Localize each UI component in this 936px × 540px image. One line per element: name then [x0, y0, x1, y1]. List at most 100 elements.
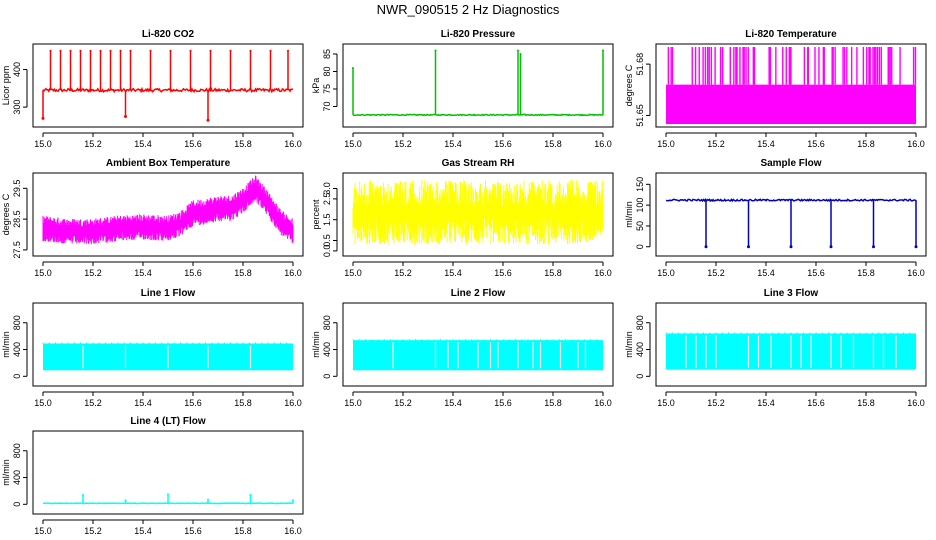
- x-tick-label: 15.2: [84, 526, 102, 536]
- data-series: [665, 198, 918, 249]
- data-point: [249, 49, 252, 52]
- y-axis: 0 400 800: [635, 315, 651, 379]
- data-point: [704, 245, 708, 249]
- x-tick-label: 15.2: [707, 398, 725, 408]
- y-tick-label: 800: [635, 315, 645, 330]
- y-tick-label: 1.5: [322, 213, 332, 226]
- y-axis: 0 400 800: [322, 315, 338, 379]
- data-point: [269, 49, 272, 52]
- chart-title: Line 4 (LT) Flow: [130, 416, 206, 427]
- x-tick-label: 16.0: [594, 268, 612, 278]
- x-tick-label: 16.0: [594, 398, 612, 408]
- y-axis: 300 400: [12, 62, 28, 115]
- x-tick-label: 16.0: [594, 139, 612, 149]
- x-tick-label: 15.8: [234, 398, 252, 408]
- x-axis: 15.0 15.2 15.4 15.6 15.8 16.0: [344, 132, 612, 149]
- chart-panel-6: Sample Flow ml/min 15.0 15.2 15.4 15.6 15.8 16.…: [624, 158, 927, 278]
- y-tick-label: 400: [635, 342, 645, 357]
- data-point: [872, 245, 875, 249]
- y-tick-label: 85: [322, 49, 332, 59]
- x-tick-label: 15.0: [657, 139, 675, 149]
- plot-frame: [32, 430, 304, 515]
- data-point: [517, 49, 519, 52]
- x-tick-label: 15.6: [807, 268, 825, 278]
- data-series: [41, 49, 294, 122]
- plot-frame: [655, 302, 927, 387]
- y-tick-label: 400: [12, 62, 22, 77]
- plot-frame: [342, 43, 614, 128]
- x-tick-label: 15.0: [657, 268, 675, 278]
- x-tick-label: 15.8: [857, 398, 875, 408]
- y-axis-label: ml/min: [624, 331, 634, 358]
- data-point: [207, 498, 209, 501]
- y-tick-label: 28.5: [12, 210, 22, 228]
- y-tick-label: 0: [12, 374, 22, 379]
- plot-frame: [655, 43, 927, 128]
- data-point: [109, 49, 112, 52]
- x-tick-label: 15.2: [394, 268, 412, 278]
- data-series: [666, 47, 917, 124]
- y-tick-label: 800: [12, 315, 22, 330]
- plot-frame: [342, 302, 614, 387]
- y-tick-label: 0.0: [322, 245, 332, 258]
- data-point: [82, 493, 84, 496]
- y-tick-label: 3.0: [322, 182, 332, 195]
- x-axis: 15.0 15.2 15.4 15.6 15.8 16.0: [34, 391, 302, 408]
- x-tick-label: 16.0: [284, 398, 302, 408]
- y-axis: 0.00.5 1.5 2.53.0: [322, 182, 338, 258]
- x-tick-label: 15.6: [494, 139, 512, 149]
- y-axis: 27.5 28.5 29.5: [12, 180, 28, 259]
- x-tick-label: 15.8: [857, 139, 875, 149]
- y-tick-label: 800: [322, 315, 332, 330]
- x-tick-label: 15.4: [757, 268, 775, 278]
- data-point: [602, 49, 604, 52]
- chart-panel-7: Line 1 Flow ml/min 15.0 15.2 15.4 15.6 15.8 16.…: [1, 288, 304, 408]
- plot-frame: [342, 172, 614, 257]
- x-tick-label: 16.0: [284, 526, 302, 536]
- y-axis-label: degrees C: [624, 64, 634, 106]
- y-tick-label: 51.68: [635, 53, 645, 76]
- data-point: [209, 49, 212, 52]
- data-point: [287, 49, 289, 52]
- x-tick-label: 15.2: [84, 268, 102, 278]
- chart-title: Li-820 CO2: [142, 29, 195, 40]
- x-tick-label: 15.6: [184, 398, 202, 408]
- y-axis: 0 400 800: [12, 315, 28, 379]
- y-axis-label: ml/min: [311, 331, 321, 358]
- x-tick-label: 15.8: [234, 139, 252, 149]
- chart-panel-5: Gas Stream RH percent 15.0 15.2 15.4 15.6 15.8…: [311, 158, 614, 278]
- x-tick-label: 15.8: [544, 268, 562, 278]
- x-tick-label: 16.0: [907, 398, 925, 408]
- x-tick-label: 16.0: [907, 268, 925, 278]
- x-tick-label: 15.0: [34, 268, 52, 278]
- x-tick-label: 15.4: [757, 398, 775, 408]
- chart-title: Line 3 Flow: [764, 288, 819, 299]
- x-tick-label: 15.8: [234, 526, 252, 536]
- x-axis: 15.0 15.2 15.4 15.6 15.8 16.0: [34, 132, 302, 149]
- data-point: [41, 116, 45, 120]
- x-tick-label: 15.4: [134, 268, 152, 278]
- data-point: [914, 245, 918, 249]
- data-point: [169, 49, 172, 52]
- plot-frame: [655, 172, 927, 257]
- x-tick-label: 15.8: [544, 139, 562, 149]
- x-tick-label: 15.6: [184, 139, 202, 149]
- y-tick-label: 80: [322, 66, 332, 76]
- x-tick-label: 15.6: [807, 139, 825, 149]
- x-tick-label: 16.0: [284, 268, 302, 278]
- x-tick-label: 15.6: [494, 268, 512, 278]
- x-tick-label: 15.2: [707, 139, 725, 149]
- y-tick-label: 0.5: [322, 234, 332, 247]
- x-tick-label: 15.4: [134, 398, 152, 408]
- x-tick-label: 15.4: [444, 398, 462, 408]
- x-tick-label: 15.4: [757, 139, 775, 149]
- chart-title: Line 2 Flow: [451, 288, 506, 299]
- y-tick-label: 27.5: [12, 241, 22, 259]
- chart-title: Li-820 Pressure: [441, 29, 516, 40]
- x-tick-label: 15.4: [134, 139, 152, 149]
- y-tick-label: 0: [322, 374, 332, 379]
- data-point: [829, 245, 833, 249]
- data-series: [665, 332, 916, 370]
